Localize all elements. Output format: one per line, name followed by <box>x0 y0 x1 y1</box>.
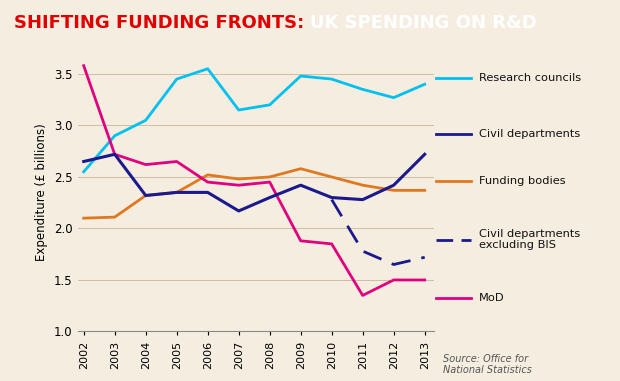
Y-axis label: Expenditure (£ billions): Expenditure (£ billions) <box>35 123 48 261</box>
Text: SHIFTING FUNDING FRONTS: UK SPENDING ON R&D: SHIFTING FUNDING FRONTS: UK SPENDING ON … <box>48 14 572 32</box>
Text: Source: Office for
National Statistics: Source: Office for National Statistics <box>443 354 532 375</box>
Text: UK SPENDING ON R&D: UK SPENDING ON R&D <box>310 14 537 32</box>
Text: SHIFTING FUNDING FRONTS:: SHIFTING FUNDING FRONTS: <box>14 14 310 32</box>
Text: MoD: MoD <box>479 293 504 303</box>
Text: Research councils: Research councils <box>479 74 581 83</box>
Text: Civil departments
excluding BIS: Civil departments excluding BIS <box>479 229 580 250</box>
Text: Funding bodies: Funding bodies <box>479 176 565 186</box>
Text: Civil departments: Civil departments <box>479 129 580 139</box>
